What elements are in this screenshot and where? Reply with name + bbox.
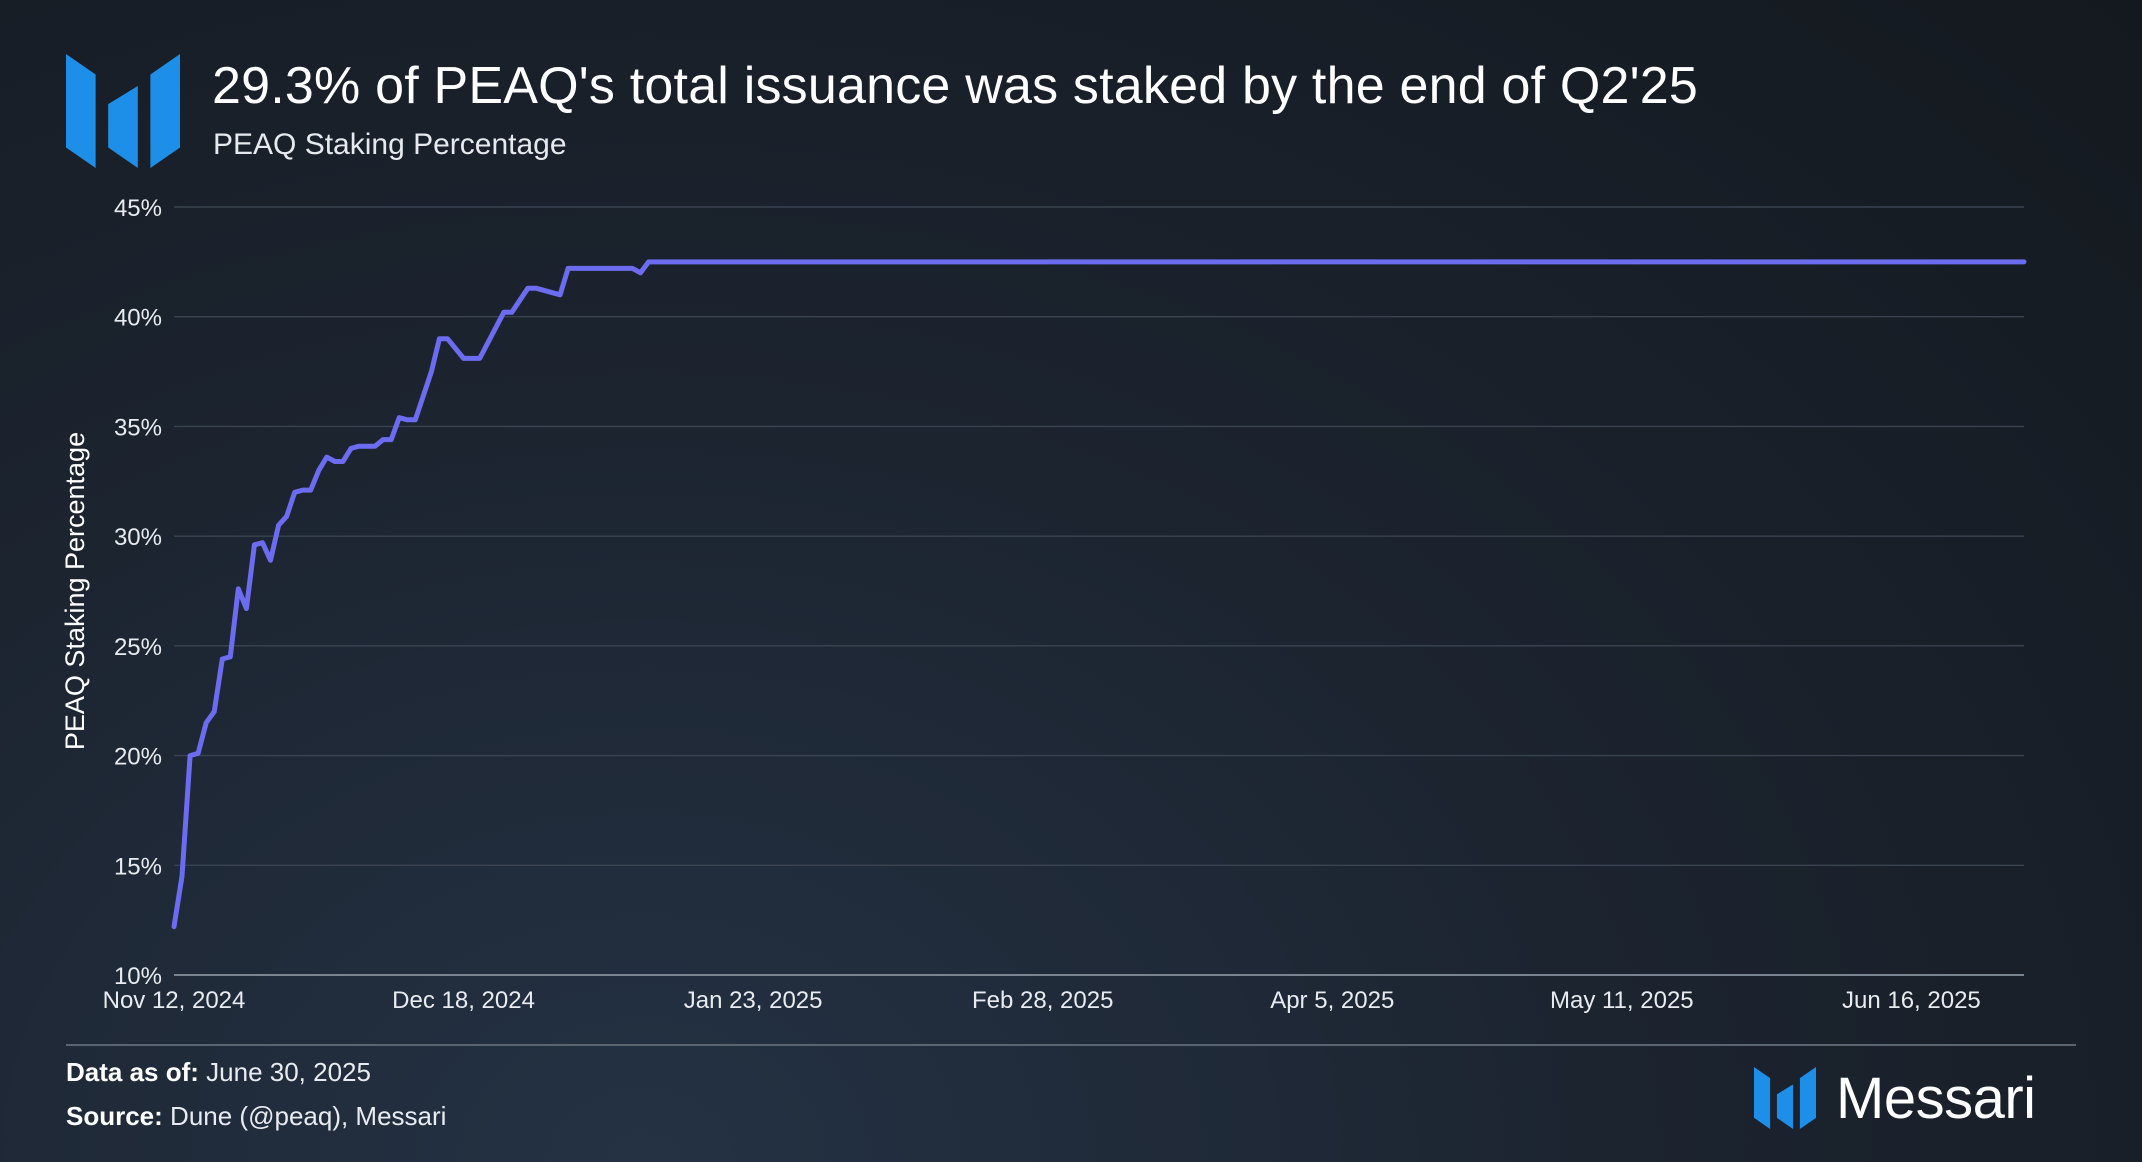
source: Source: Dune (@peaq), Messari: [66, 1101, 446, 1132]
brand: Messari: [1752, 1064, 2036, 1132]
y-axis-ticks: 10% 15% 20% 25% 30% 35% 40% 45%: [114, 195, 162, 990]
series-line: [171, 259, 2027, 930]
source-label: Source:: [66, 1101, 163, 1131]
x-tick-label: Apr 5, 2025: [1270, 987, 1394, 1014]
y-tick-label: 25%: [114, 634, 162, 661]
chart-title: 29.3% of PEAQ's total issuance was stake…: [212, 57, 1699, 115]
x-tick-label: Jun 16, 2025: [1842, 987, 1981, 1014]
y-tick-label: 20%: [114, 744, 162, 771]
grid-lines: [174, 206, 2024, 976]
y-tick-label: 10%: [114, 963, 162, 990]
x-tick-label: Jan 23, 2025: [684, 987, 823, 1014]
line-chart: 10% 15% 20% 25% 30% 35% 40% 45% Nov 12, 2024 Dec…: [60, 195, 2027, 1014]
y-tick-label: 30%: [114, 524, 162, 551]
x-tick-label: Nov 12, 2024: [103, 987, 246, 1014]
data-as-of-value: June 30, 2025: [206, 1057, 371, 1087]
x-tick-label: Dec 18, 2024: [392, 987, 535, 1014]
x-tick-label: Feb 28, 2025: [972, 987, 1113, 1014]
messari-logo-icon: [1754, 1067, 1816, 1129]
brand-name: Messari: [1836, 1065, 2036, 1131]
x-axis-ticks: Nov 12, 2024 Dec 18, 2024 Jan 23, 2025 Feb …: [103, 987, 1981, 1014]
y-tick-label: 35%: [114, 414, 162, 441]
y-axis-label: PEAQ Staking Percentage: [60, 432, 90, 750]
x-tick-label: May 11, 2025: [1550, 987, 1694, 1014]
data-as-of: Data as of: June 30, 2025: [66, 1057, 371, 1088]
source-value: Dune (@peaq), Messari: [170, 1101, 447, 1131]
chart-subtitle: PEAQ Staking Percentage: [213, 128, 567, 161]
y-tick-label: 45%: [114, 195, 162, 222]
y-tick-label: 15%: [114, 853, 162, 880]
y-tick-label: 40%: [114, 305, 162, 332]
data-as-of-label: Data as of:: [66, 1057, 199, 1087]
footer-divider: [66, 1044, 2076, 1046]
messari-logo-icon: [66, 54, 180, 168]
